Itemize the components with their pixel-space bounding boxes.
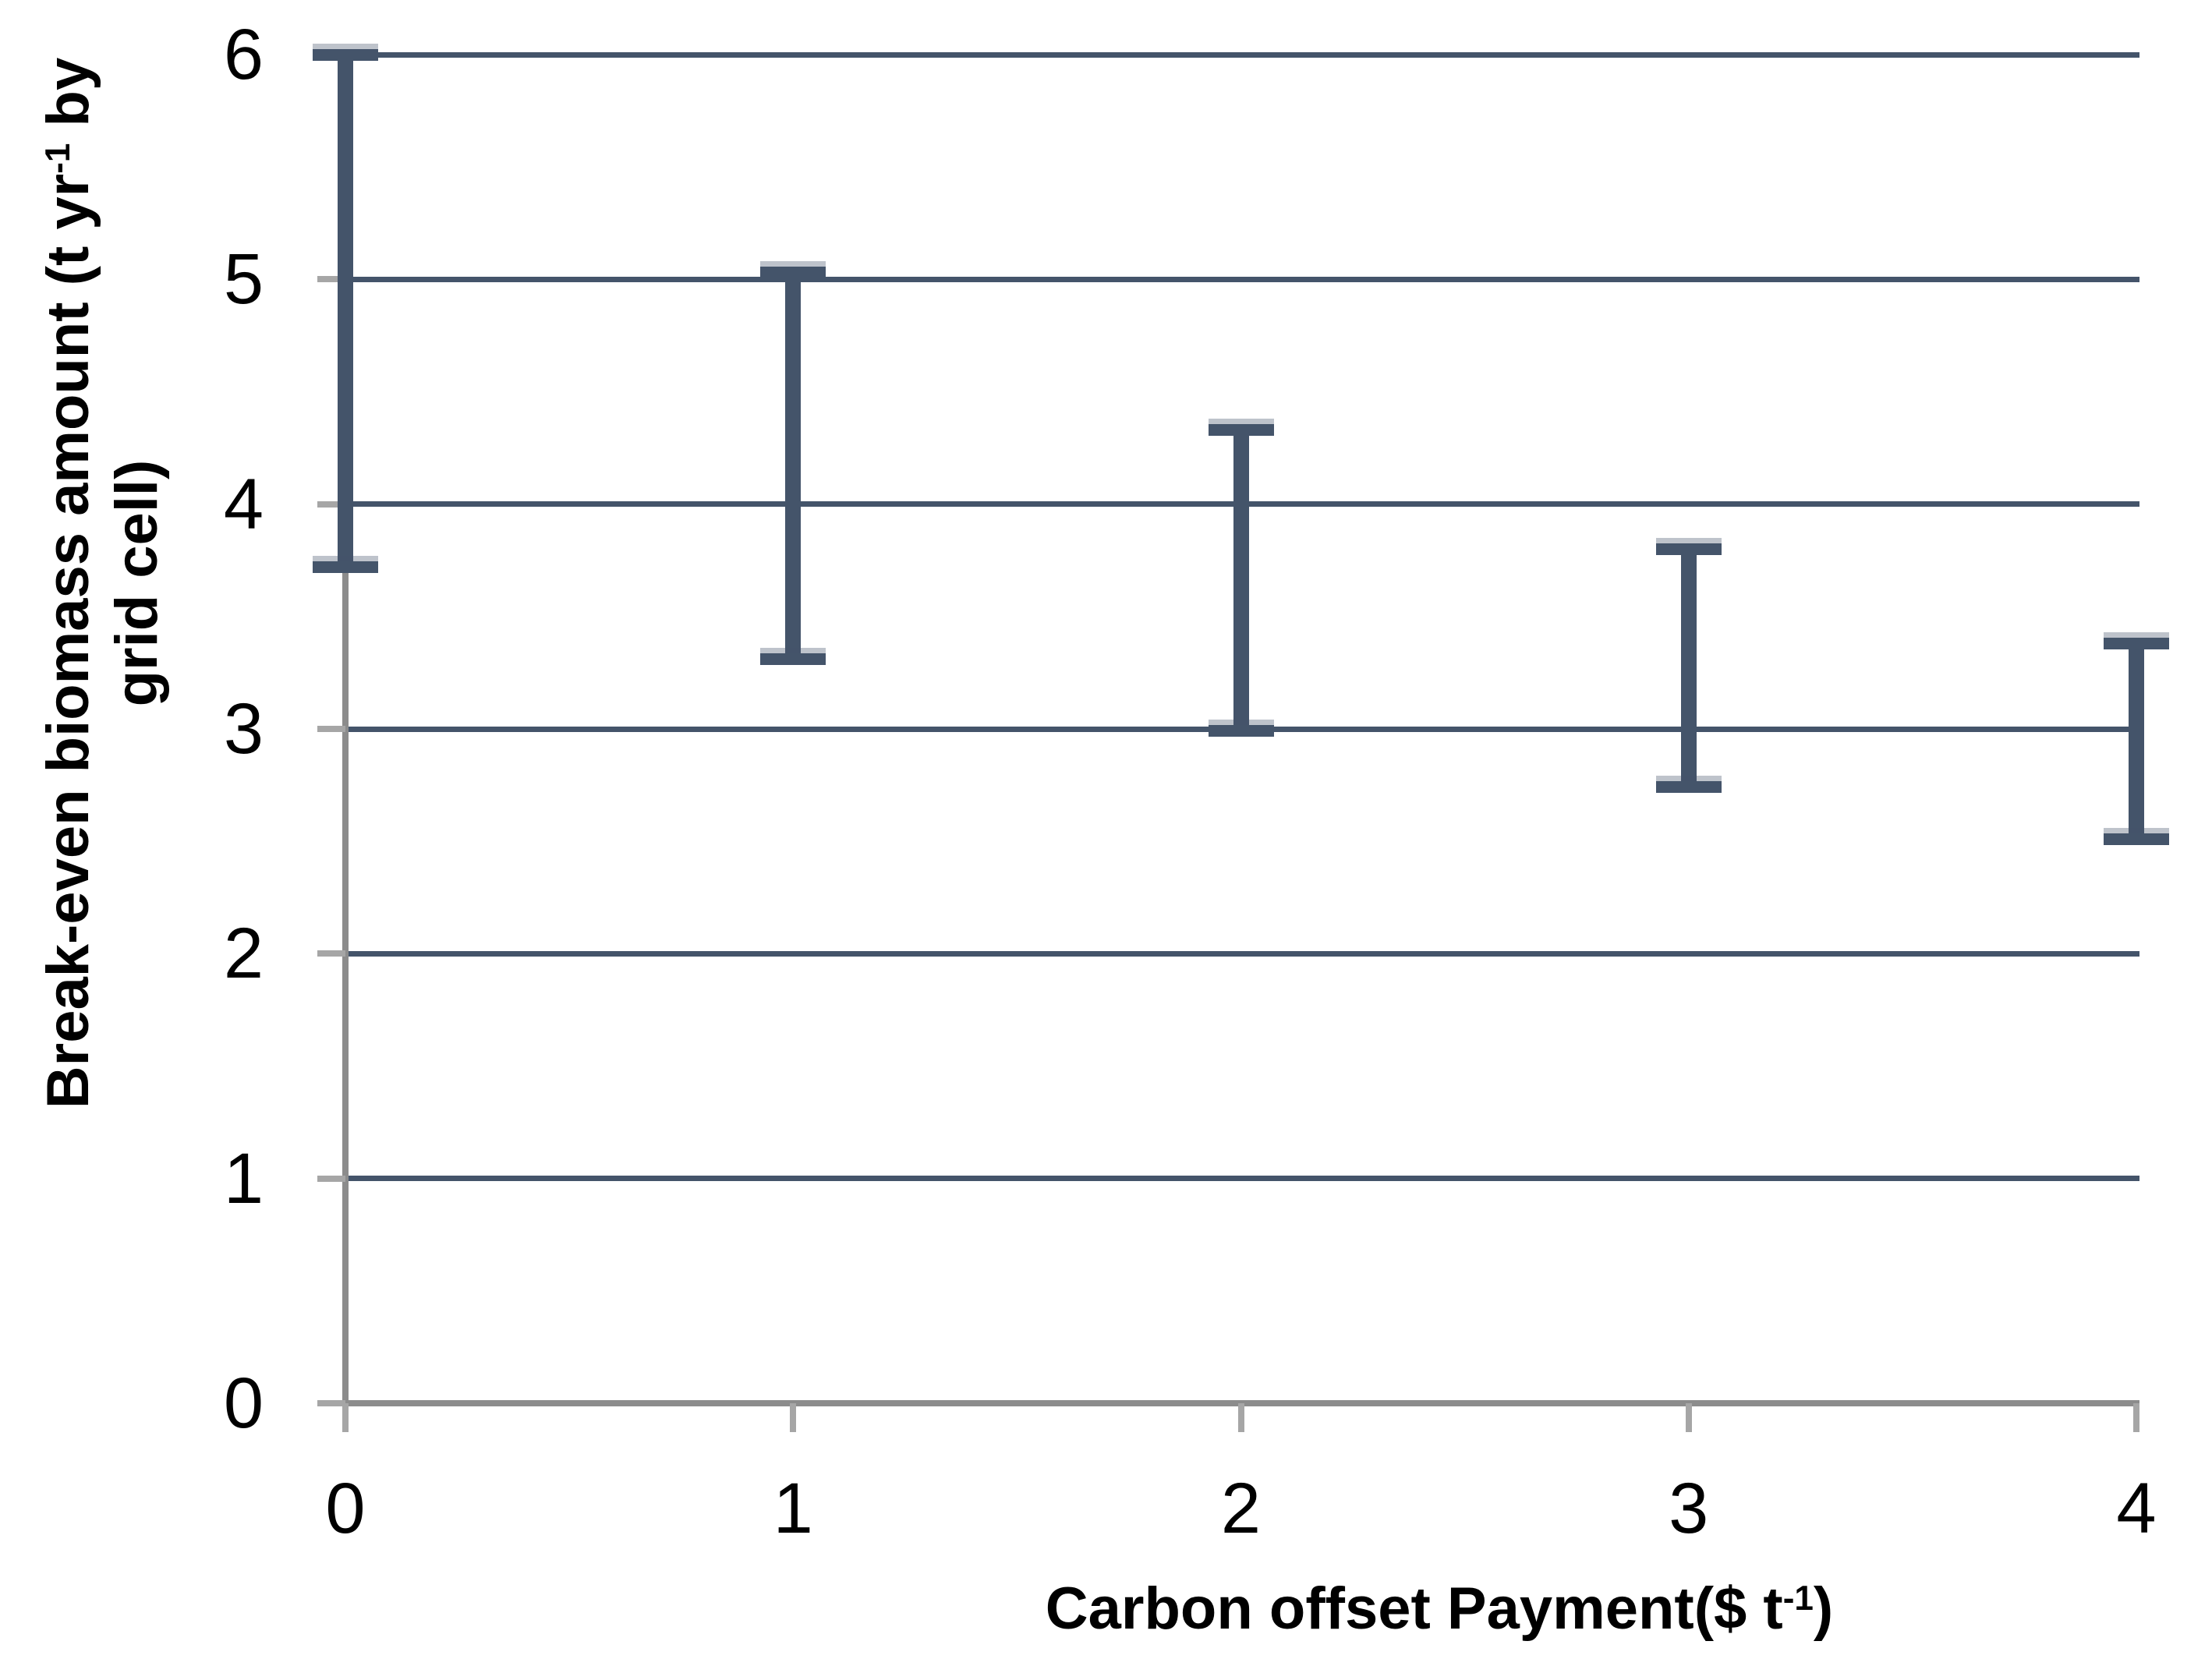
error-bar-cap-bottom-2: [1208, 725, 1274, 737]
error-bar-cap-bottom-1: [760, 653, 826, 666]
x-tick-label-4: 4: [2116, 1469, 2157, 1548]
y-tick-label-1: 1: [223, 1138, 264, 1218]
y-tick-label-6: 6: [223, 15, 264, 94]
x-axis-title-superscript: -1: [1782, 1579, 1814, 1618]
x-tick-mark-3: [1685, 1403, 1692, 1432]
gridline-y-6: [345, 51, 2139, 58]
y-tick-mark-3: [317, 726, 345, 732]
error-bar-cap-top-2: [1208, 424, 1274, 437]
x-tick-label-0: 0: [325, 1469, 366, 1548]
y-tick-mark-4: [317, 500, 345, 508]
error-bar-line-1: [785, 272, 802, 660]
x-axis-title: Carbon offset Payment($ t-1): [855, 1563, 2024, 1645]
y-tick-label-2: 2: [223, 914, 264, 994]
x-tick-mark-4: [2133, 1403, 2139, 1432]
x-tick-mark-2: [1237, 1403, 1244, 1432]
error-bar-line-0: [338, 55, 353, 568]
gridline-y-1: [345, 1176, 2139, 1182]
y-axis-line: [342, 55, 349, 1431]
y-tick-label-3: 3: [223, 689, 264, 769]
y-tick-mark-2: [317, 950, 345, 957]
gridline-y-2: [345, 950, 2139, 957]
y-tick-label-0: 0: [223, 1364, 264, 1443]
error-bar-line-2: [1233, 430, 1249, 731]
y-tick-mark-0: [317, 1400, 345, 1406]
y-axis-title-superscript: -1: [39, 143, 77, 174]
error-bar-cap-top-1: [760, 267, 826, 279]
y-tick-mark-5: [317, 276, 345, 283]
y-tick-mark-1: [317, 1175, 345, 1182]
error-bar-cap-top-0: [313, 48, 378, 61]
y-axis-title: Break-even biomass amount (t yr-1 by gri…: [24, 0, 170, 1207]
error-bar-cap-bottom-3: [1655, 781, 1722, 794]
x-tick-label-1: 1: [773, 1469, 813, 1548]
error-bar-cap-top-3: [1655, 543, 1722, 555]
y-axis-title-line2: grid cell): [104, 459, 171, 707]
x-tick-mark-1: [790, 1403, 797, 1432]
error-bar-cap-top-4: [2104, 637, 2169, 649]
error-bar-cap-bottom-0: [313, 561, 378, 573]
x-axis-line: [317, 1400, 2139, 1406]
y-tick-label-4: 4: [223, 464, 264, 544]
error-bar-cap-bottom-4: [2104, 833, 2169, 845]
y-axis-title-line1: Break-even biomass amount (t yr-1 by: [24, 0, 103, 1207]
gridline-y-5: [345, 276, 2139, 282]
error-bar-line-4: [2129, 643, 2144, 840]
error-bar-line-3: [1680, 549, 1697, 787]
x-tick-mark-0: [342, 1403, 349, 1432]
x-tick-label-3: 3: [1669, 1469, 1709, 1548]
x-axis-title-text: Carbon offset Payment($ t: [1045, 1576, 1783, 1643]
y-tick-label-5: 5: [223, 239, 264, 320]
x-tick-label-2: 2: [1220, 1469, 1262, 1548]
x-axis-title-text-end: ): [1813, 1576, 1834, 1643]
